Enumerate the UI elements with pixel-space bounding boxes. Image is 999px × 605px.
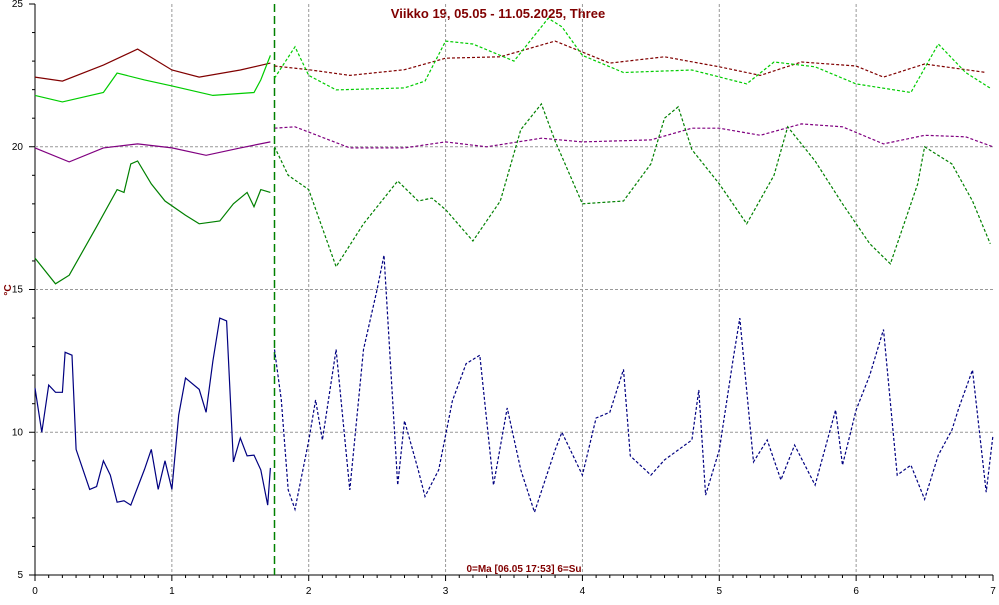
- series-line: [273, 102, 991, 269]
- chart-title: Viikko 19, 05.05 - 11.05.2025, Three: [391, 6, 605, 21]
- y-axis-label: °C: [3, 284, 14, 295]
- series-line: [273, 17, 991, 94]
- x-tick-label: 1: [169, 586, 175, 597]
- x-note: 0=Ma [06.05 17:53] 6=Su: [466, 564, 581, 575]
- y-tick-label: 10: [12, 427, 24, 438]
- x-tick-label: 7: [990, 586, 996, 597]
- x-tick-label: 6: [853, 586, 859, 597]
- series-line: [273, 255, 994, 515]
- y-tick-label: 20: [12, 142, 24, 153]
- y-tick-label: 15: [12, 285, 24, 296]
- x-tick-label: 5: [717, 586, 723, 597]
- x-tick-label: 0: [32, 586, 38, 597]
- series-line: [34, 55, 271, 103]
- x-tick-label: 2: [306, 586, 312, 597]
- series-line: [34, 141, 271, 163]
- series-line: [34, 317, 271, 506]
- series-line: [34, 48, 271, 82]
- series-line: [34, 160, 271, 285]
- y-tick-label: 25: [12, 0, 24, 10]
- series-line: [274, 40, 987, 78]
- x-tick-label: 3: [443, 586, 449, 597]
- y-tick-label: 5: [17, 570, 23, 581]
- x-tick-label: 4: [580, 586, 586, 597]
